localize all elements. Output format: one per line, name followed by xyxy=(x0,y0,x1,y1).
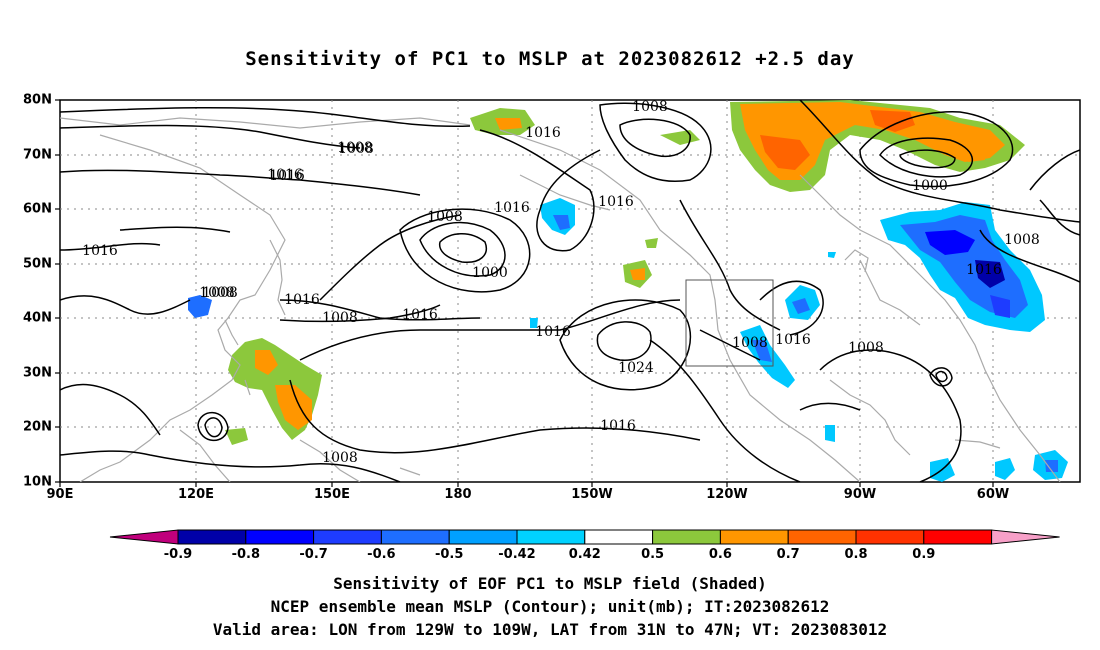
coastlines xyxy=(60,117,1061,482)
negative-region xyxy=(995,458,1015,480)
colorbar-swatch xyxy=(380,529,450,545)
colorbar-label: -0.42 xyxy=(498,547,535,562)
contour-label: 1016 xyxy=(966,262,1002,278)
contour-label: 1016 xyxy=(267,167,303,183)
contour-label: 1016 xyxy=(82,243,118,259)
positive-region xyxy=(645,238,658,248)
lon-label: 60W xyxy=(977,487,1009,502)
contour-label: 1016 xyxy=(269,168,305,184)
mslp-contours xyxy=(60,100,1080,482)
colorbar-swatch xyxy=(855,529,925,545)
lat-label: 10N xyxy=(23,475,52,490)
lat-label: 70N xyxy=(23,148,52,163)
contour-label: 1008 xyxy=(338,141,374,157)
lat-label: 60N xyxy=(23,202,52,217)
colorbar-swatch xyxy=(584,529,654,545)
lon-label: 150W xyxy=(571,487,612,502)
lon-label: 90W xyxy=(844,487,876,502)
contour-label: 1016 xyxy=(535,324,571,340)
sensitivity-shading xyxy=(188,100,1068,482)
colorbar-swatch xyxy=(652,529,721,545)
contour-label: 1008 xyxy=(632,99,668,115)
colorbar xyxy=(109,529,1060,545)
valid-area-box xyxy=(685,279,774,367)
contour-label: 1008 xyxy=(1004,232,1040,248)
contour-label: 1008 xyxy=(427,209,463,225)
colorbar-max-arrow xyxy=(991,529,1060,545)
colorbar-label: -0.8 xyxy=(232,547,260,562)
colorbar-swatch xyxy=(245,529,315,545)
lat-label: 30N xyxy=(23,366,52,381)
contour-label: 1000 xyxy=(472,265,508,281)
longitude-labels: 90E 120E 150E 180 150W 120W 90W 60W xyxy=(47,487,1010,502)
lat-label: 20N xyxy=(23,420,52,435)
colorbar-label: -0.9 xyxy=(164,547,192,562)
contour-label: 1016 xyxy=(284,292,320,308)
contour-label: 1008 xyxy=(322,450,358,466)
colorbar-label: 0.7 xyxy=(777,547,800,562)
contour-label: 1016 xyxy=(402,307,438,323)
contour-labels: 1008 1008 1016 1008 1016 1016 1008 1000 … xyxy=(82,99,1040,466)
contour-label: 1008 xyxy=(322,310,358,326)
colorbar-min-arrow xyxy=(109,529,179,545)
colorbar-label: -0.6 xyxy=(367,547,395,562)
lat-label: 50N xyxy=(23,257,52,272)
colorbar-swatch xyxy=(516,529,586,545)
lon-label: 90E xyxy=(47,487,74,502)
lon-label: 180 xyxy=(444,487,471,502)
contour-label: 1000 xyxy=(912,178,948,194)
colorbar-swatch xyxy=(448,529,518,545)
colorbar-label: 0.5 xyxy=(641,547,664,562)
caption-line-2: NCEP ensemble mean MSLP (Contour); unit(… xyxy=(270,597,830,616)
lat-label: 40N xyxy=(23,311,52,326)
colorbar-swatch xyxy=(923,529,993,545)
map-title: Sensitivity of PC1 to MSLP at 2023082612… xyxy=(245,48,855,70)
contour-label: 1016 xyxy=(525,125,561,141)
contour-label: 1016 xyxy=(775,332,811,348)
colorbar-swatch xyxy=(177,529,247,545)
contour-label: 1016 xyxy=(600,418,636,434)
colorbar-swatch xyxy=(313,529,382,545)
negative-region xyxy=(188,295,212,318)
caption-line-3: Valid area: LON from 129W to 109W, LAT f… xyxy=(212,620,888,639)
colorbar-label: -0.7 xyxy=(299,547,327,562)
lon-label: 120E xyxy=(178,487,214,502)
contour-label: 1008 xyxy=(732,335,768,351)
contour-label: 1024 xyxy=(618,360,654,376)
axis-ticks xyxy=(55,99,994,487)
lon-label: 150E xyxy=(314,487,350,502)
contour-label: 1008 xyxy=(337,140,373,156)
colorbar-swatch xyxy=(719,529,789,545)
contour-label: 1016 xyxy=(494,200,530,216)
contour-label: 1008 xyxy=(199,285,235,301)
colorbar-label: 0.8 xyxy=(844,547,867,562)
contour-label: 1008 xyxy=(848,340,884,356)
colorbar-label: 0.6 xyxy=(709,547,732,562)
colorbar-labels: -0.9 -0.8 -0.7 -0.6 -0.5 -0.42 0.42 0.5 0.6 0.7 0.… xyxy=(164,547,936,562)
contour-label: 1008 xyxy=(202,285,238,301)
colorbar-swatch xyxy=(787,529,857,545)
colorbar-label: 0.9 xyxy=(912,547,935,562)
colorbar-label: 0.42 xyxy=(569,547,601,562)
contour-label: 1016 xyxy=(598,194,634,210)
lon-label: 120W xyxy=(706,487,747,502)
negative-region xyxy=(530,318,538,328)
negative-region xyxy=(825,425,835,442)
caption-line-1: Sensitivity of EOF PC1 to MSLP field (Sh… xyxy=(333,574,767,593)
colorbar-label: -0.5 xyxy=(435,547,463,562)
latitude-labels: 80N 70N 60N 50N 40N 30N 20N 10N xyxy=(23,93,52,490)
lat-label: 80N xyxy=(23,93,52,108)
